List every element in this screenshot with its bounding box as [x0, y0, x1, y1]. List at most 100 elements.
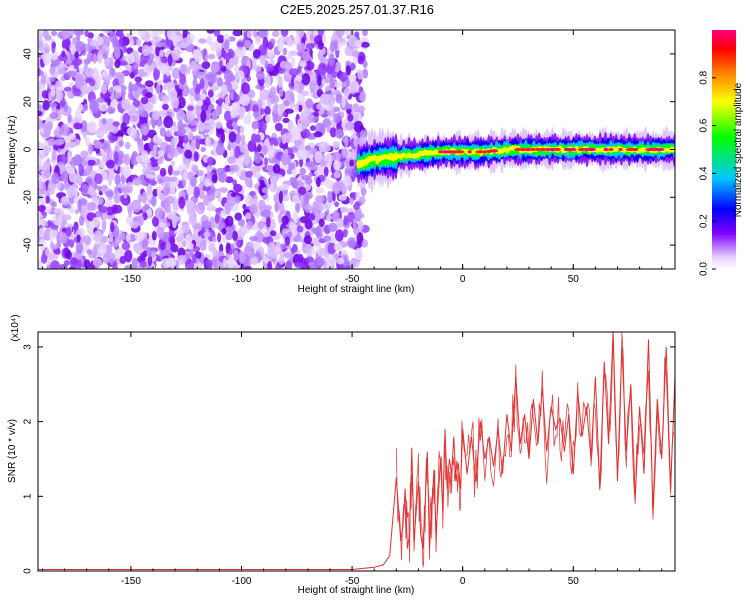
- noise-speckle: [253, 151, 262, 164]
- noise-speckle: [186, 113, 195, 121]
- noise-speckle: [110, 99, 118, 108]
- noise-speckle: [329, 127, 337, 138]
- noise-speckle: [221, 227, 227, 235]
- signal-peak: [455, 150, 465, 154]
- noise-speckle: [220, 210, 227, 216]
- noise-speckle: [154, 36, 160, 42]
- noise-speckle: [278, 35, 283, 45]
- noise-speckle: [144, 80, 154, 87]
- snr-x-tick-label: -150: [121, 576, 141, 587]
- noise-speckle: [354, 31, 360, 38]
- noise-speckle: [283, 252, 292, 258]
- noise-speckle: [170, 160, 175, 168]
- noise-speckle: [84, 67, 94, 78]
- noise-speckle: [299, 167, 307, 176]
- noise-speckle: [319, 93, 330, 105]
- noise-speckle: [165, 65, 171, 77]
- noise-speckle: [112, 37, 119, 50]
- noise-speckle: [169, 176, 178, 182]
- noise-speckle: [127, 205, 132, 218]
- noise-speckle: [61, 170, 69, 183]
- noise-speckle: [335, 229, 344, 242]
- noise-speckle: [58, 53, 68, 62]
- noise-speckle: [96, 50, 103, 64]
- noise-speckle: [154, 207, 164, 219]
- noise-speckle: [189, 119, 199, 126]
- noise-speckle: [327, 190, 333, 204]
- noise-speckle: [310, 125, 316, 131]
- noise-speckle: [73, 62, 78, 69]
- noise-speckle: [146, 184, 152, 195]
- noise-speckle: [241, 82, 251, 95]
- noise-speckle: [41, 193, 46, 207]
- snr-x-tick-label: 50: [568, 576, 580, 587]
- spectrogram-x-tick-label: -150: [121, 274, 141, 285]
- noise-speckle: [300, 111, 308, 122]
- noise-speckle: [272, 164, 281, 174]
- noise-speckle: [65, 58, 72, 65]
- noise-speckle: [159, 167, 167, 177]
- noise-speckle: [269, 175, 279, 184]
- noise-speckle: [114, 186, 119, 196]
- noise-speckle: [194, 93, 202, 102]
- noise-speckle: [184, 259, 195, 269]
- noise-speckle: [195, 138, 200, 150]
- noise-speckle: [207, 263, 213, 269]
- noise-speckle: [141, 238, 148, 250]
- noise-speckle: [238, 218, 245, 227]
- noise-speckle: [207, 53, 216, 60]
- noise-speckle: [156, 79, 163, 86]
- noise-speckle: [134, 242, 144, 255]
- signal-peak: [475, 150, 484, 154]
- noise-speckle: [211, 63, 220, 73]
- noise-speckle: [333, 243, 343, 252]
- noise-speckle: [130, 220, 139, 229]
- signal-peak: [535, 147, 541, 152]
- noise-speckle: [170, 243, 179, 253]
- noise-speckle: [285, 260, 293, 269]
- noise-speckle: [280, 30, 289, 37]
- noise-speckle: [278, 256, 285, 265]
- snr-x-axis-label: Height of straight line (km): [298, 585, 415, 596]
- noise-speckle: [83, 103, 89, 112]
- noise-speckle: [288, 221, 296, 231]
- signal-peak: [553, 147, 561, 152]
- noise-speckle: [332, 141, 340, 149]
- noise-speckle: [249, 250, 255, 257]
- noise-speckle: [353, 120, 364, 133]
- noise-speckle: [160, 56, 169, 64]
- noise-speckle: [294, 262, 303, 268]
- noise-speckle: [211, 255, 221, 267]
- signal-peak: [514, 147, 523, 152]
- noise-speckle: [54, 139, 64, 146]
- noise-speckle: [291, 194, 300, 204]
- noise-speckle: [239, 94, 250, 106]
- noise-speckle: [73, 221, 79, 232]
- noise-speckle: [50, 260, 60, 269]
- colorbar-label: Normalized spectral amplitude: [733, 82, 744, 217]
- noise-speckle: [167, 54, 173, 67]
- noise-speckle: [54, 207, 60, 215]
- noise-speckle: [339, 72, 348, 82]
- noise-speckle: [228, 248, 233, 256]
- noise-speckle: [329, 103, 334, 114]
- noise-speckle: [112, 261, 118, 269]
- noise-speckle: [147, 207, 153, 220]
- noise-speckle: [225, 62, 234, 70]
- noise-speckle: [96, 74, 102, 87]
- noise-speckle: [281, 215, 289, 226]
- noise-speckle: [349, 197, 354, 205]
- noise-speckle: [218, 60, 223, 69]
- figure-title: C2E5.2025.257.01.37.R16: [280, 2, 434, 17]
- noise-speckle: [341, 148, 348, 159]
- noise-speckle: [350, 257, 357, 269]
- noise-speckle: [165, 195, 175, 205]
- noise-speckle: [326, 110, 336, 117]
- noise-speckle: [216, 77, 223, 87]
- noise-speckle: [38, 110, 43, 117]
- noise-speckle: [144, 143, 149, 151]
- noise-speckle: [315, 187, 325, 194]
- noise-speckle: [284, 236, 291, 246]
- noise-speckle: [325, 209, 330, 215]
